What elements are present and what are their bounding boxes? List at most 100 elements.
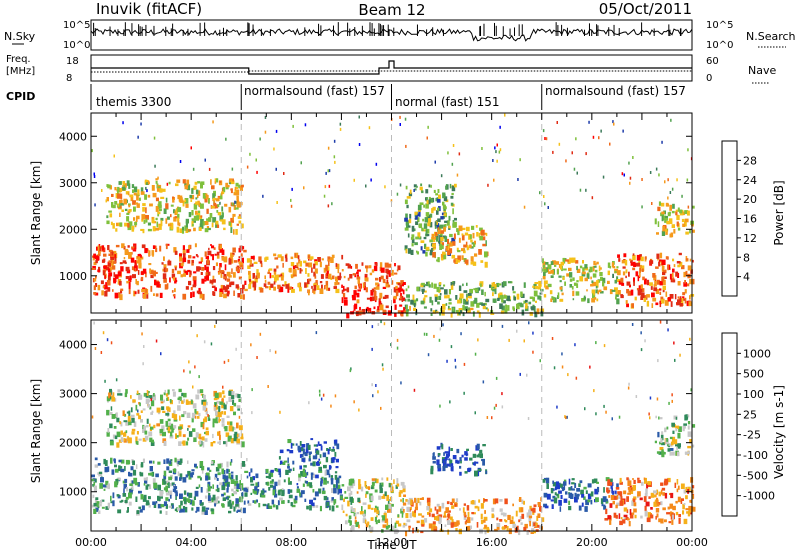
echo-cell	[359, 306, 361, 311]
echo-cell	[197, 190, 201, 196]
echo-cell	[260, 490, 265, 494]
echo-cell	[396, 346, 399, 350]
echo-cell	[151, 410, 154, 413]
echo-cell	[450, 345, 453, 349]
echo-cell	[314, 259, 317, 263]
echo-cell	[664, 220, 667, 223]
echo-cell	[690, 388, 692, 392]
echo-cell	[331, 202, 333, 206]
echo-cell	[248, 284, 252, 289]
echo-cell	[209, 469, 212, 472]
echo-cell	[471, 512, 475, 515]
echo-cell	[390, 199, 393, 203]
echo-cell	[474, 297, 478, 302]
echo-cell	[430, 249, 433, 256]
echo-cell	[660, 438, 663, 443]
echo-cell	[481, 229, 485, 236]
echo-cell	[675, 500, 678, 504]
echo-cell	[158, 209, 162, 212]
echo-cell	[543, 294, 547, 298]
echo-cell	[170, 431, 173, 437]
echo-cell	[626, 477, 629, 481]
echo-cell	[455, 528, 458, 532]
echo-cell	[309, 256, 314, 260]
echo-cell	[125, 430, 128, 434]
echo-cell	[114, 254, 117, 259]
date-title: 05/Oct/2011	[599, 0, 692, 18]
echo-cell	[618, 513, 621, 519]
echo-cell	[627, 486, 631, 490]
echo-cell	[462, 507, 465, 513]
echo-cell	[323, 267, 326, 273]
echo-cell	[642, 288, 645, 293]
echo-cell	[473, 288, 476, 291]
echo-cell	[493, 406, 496, 410]
echo-cell	[193, 215, 197, 221]
echo-cell	[233, 204, 236, 210]
echo-cell	[438, 506, 442, 512]
echo-cell	[288, 481, 292, 485]
echo-cell	[484, 261, 488, 268]
echo-cell	[421, 288, 425, 292]
echo-cell	[382, 367, 384, 371]
echo-cell	[228, 390, 233, 396]
echo-cell	[119, 421, 122, 425]
echo-cell	[160, 401, 164, 404]
echo-cell	[149, 203, 153, 207]
echo-cell	[681, 218, 685, 223]
echo-cell	[430, 308, 433, 312]
echo-cell	[476, 454, 480, 458]
echo-cell	[458, 225, 463, 232]
echo-cell	[560, 261, 564, 266]
echo-cell	[212, 120, 214, 124]
echo-cell	[574, 343, 576, 347]
echo-cell	[292, 269, 297, 275]
echo-cell	[402, 502, 407, 506]
echo-cell	[171, 273, 176, 279]
echo-cell	[109, 388, 112, 395]
echo-cell	[620, 496, 623, 501]
echo-cell	[682, 211, 685, 216]
echo-cell	[213, 247, 216, 250]
echo-cell	[188, 360, 190, 364]
echo-cell	[460, 332, 462, 336]
echo-cell	[590, 276, 592, 280]
echo-cell	[622, 266, 626, 269]
echo-cell	[421, 190, 424, 194]
echo-cell	[202, 405, 207, 411]
echo-cell	[471, 242, 475, 245]
echo-cell	[386, 272, 389, 275]
echo-cell	[635, 271, 639, 277]
echo-cell	[156, 407, 161, 413]
echo-cell	[405, 144, 407, 148]
echo-cell	[534, 282, 539, 285]
echo-cell	[212, 441, 216, 444]
echo-cell	[113, 458, 115, 462]
echo-cell	[163, 256, 165, 261]
echo-cell	[440, 230, 445, 234]
echo-cell	[121, 209, 124, 212]
echo-cell	[226, 488, 229, 493]
echo-cell	[415, 502, 418, 508]
echo-cell	[627, 492, 631, 495]
echo-cell	[221, 468, 225, 475]
echo-cell	[174, 216, 179, 219]
echo-cell	[334, 471, 338, 474]
echo-cell	[399, 295, 404, 300]
echo-cell	[186, 179, 190, 186]
echo-cell	[247, 500, 250, 504]
echo-cell	[262, 503, 267, 507]
echo-cell	[283, 479, 286, 483]
echo-cell	[273, 271, 277, 275]
echo-cell	[179, 473, 183, 480]
echo-cell	[163, 475, 167, 480]
echo-cell	[358, 479, 361, 485]
echo-cell	[664, 276, 667, 279]
echo-cell	[100, 477, 104, 483]
echo-cell	[235, 266, 239, 272]
echo-cell	[228, 206, 232, 213]
echo-cell	[525, 299, 528, 303]
echo-cell	[434, 506, 437, 511]
echo-cell	[120, 421, 123, 427]
echo-cell	[559, 483, 563, 488]
